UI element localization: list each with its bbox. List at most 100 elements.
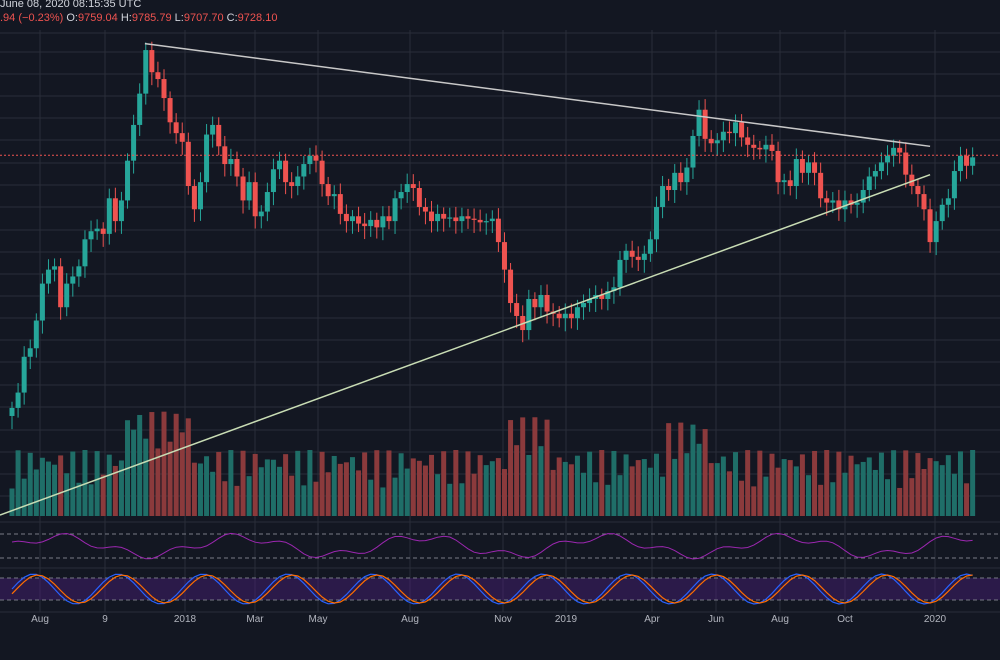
volume-bar [258, 467, 264, 516]
candle-body [508, 269, 514, 304]
open-value: 9759.04 [78, 12, 118, 24]
candle-body [410, 184, 416, 189]
volume-bar [380, 487, 386, 516]
volume-bar [252, 453, 258, 516]
volume-bar [216, 451, 222, 516]
stoch-k-line [11, 573, 973, 605]
volume-bar [891, 450, 897, 516]
volume-bar [939, 465, 945, 516]
volume-bar [860, 461, 866, 516]
candle-body [459, 216, 465, 222]
candle-body [939, 204, 945, 222]
candle-body [641, 253, 647, 260]
volume-bar [228, 450, 234, 516]
volume-bar [106, 454, 112, 516]
candle-body [799, 159, 805, 173]
candle-body [258, 211, 264, 217]
volume-bar [672, 458, 678, 516]
candle-body [416, 188, 422, 208]
candle-body [660, 186, 666, 208]
volume-bar [830, 482, 836, 516]
candle-body [185, 141, 191, 187]
candle-body [167, 98, 173, 123]
candle-body [714, 140, 720, 144]
candle-body [957, 155, 963, 172]
volume-bar [471, 473, 477, 516]
volume-bar [489, 461, 495, 516]
volume-bar [951, 473, 957, 516]
volume-bar [751, 486, 757, 516]
candle-body [538, 294, 544, 308]
candle-body [319, 160, 325, 185]
volume-bar [27, 452, 33, 516]
candle-body [787, 180, 793, 187]
stoch-d-line [11, 574, 973, 604]
volume-bar [45, 461, 51, 516]
volume-bar [495, 458, 501, 516]
candle-body [568, 313, 574, 319]
volume-bar [587, 451, 593, 516]
volume-bar [550, 469, 556, 516]
candle-body [726, 131, 732, 134]
volume-bar [191, 462, 197, 516]
candle-body [465, 216, 471, 219]
candle-body [58, 266, 64, 308]
candle-body [781, 180, 787, 183]
candle-body [252, 182, 258, 217]
volume-bar [763, 476, 769, 516]
candle-body [435, 213, 441, 222]
candle-body [453, 217, 459, 222]
candle-body [210, 124, 216, 135]
candle-body [842, 200, 848, 210]
candle-body [921, 194, 927, 210]
volume-bar [325, 472, 331, 516]
volume-bar [270, 459, 276, 516]
candle-body [191, 186, 197, 210]
candle-body [143, 50, 149, 94]
volume-bar [459, 483, 465, 516]
volume-bar [398, 453, 404, 516]
volume-bar [331, 455, 337, 516]
volume-bar [653, 453, 659, 516]
candle-body [623, 250, 629, 260]
volume-bar [726, 471, 732, 516]
close-value: 9728.10 [237, 12, 278, 24]
candle-body [909, 174, 915, 187]
candle-body [264, 192, 270, 212]
candle-body [70, 276, 76, 284]
candle-body [94, 228, 100, 232]
volume-bar [635, 460, 641, 516]
candle-body [866, 176, 872, 191]
volume-bar [581, 472, 587, 516]
volume-bar [544, 419, 550, 516]
candle-body [720, 131, 726, 141]
stoch-band [0, 578, 1000, 600]
volume-bar [289, 475, 295, 516]
candle-body [903, 152, 909, 175]
candle-body [398, 192, 404, 199]
candle-body [805, 162, 811, 173]
volume-bar [702, 429, 708, 516]
candle-body [897, 147, 903, 153]
volume-bar [179, 432, 185, 516]
candle-body [179, 133, 185, 142]
volume-bar [568, 464, 574, 516]
volume-bar [167, 441, 173, 516]
volume-bar [222, 481, 228, 516]
candle-body [422, 207, 428, 212]
volume-bar [94, 451, 100, 516]
candle-body [489, 218, 495, 222]
candle-body [605, 291, 611, 299]
volume-bar [410, 458, 416, 516]
candle-body [137, 93, 143, 125]
candle-body [951, 171, 957, 199]
volume-bar [720, 456, 726, 516]
candle-body [118, 200, 124, 222]
candle-body [501, 242, 507, 270]
candle-body [830, 200, 836, 203]
volume-bar [605, 484, 611, 516]
volume-bar [872, 469, 878, 516]
volume-bar [927, 458, 933, 516]
volume-bar [137, 414, 143, 516]
